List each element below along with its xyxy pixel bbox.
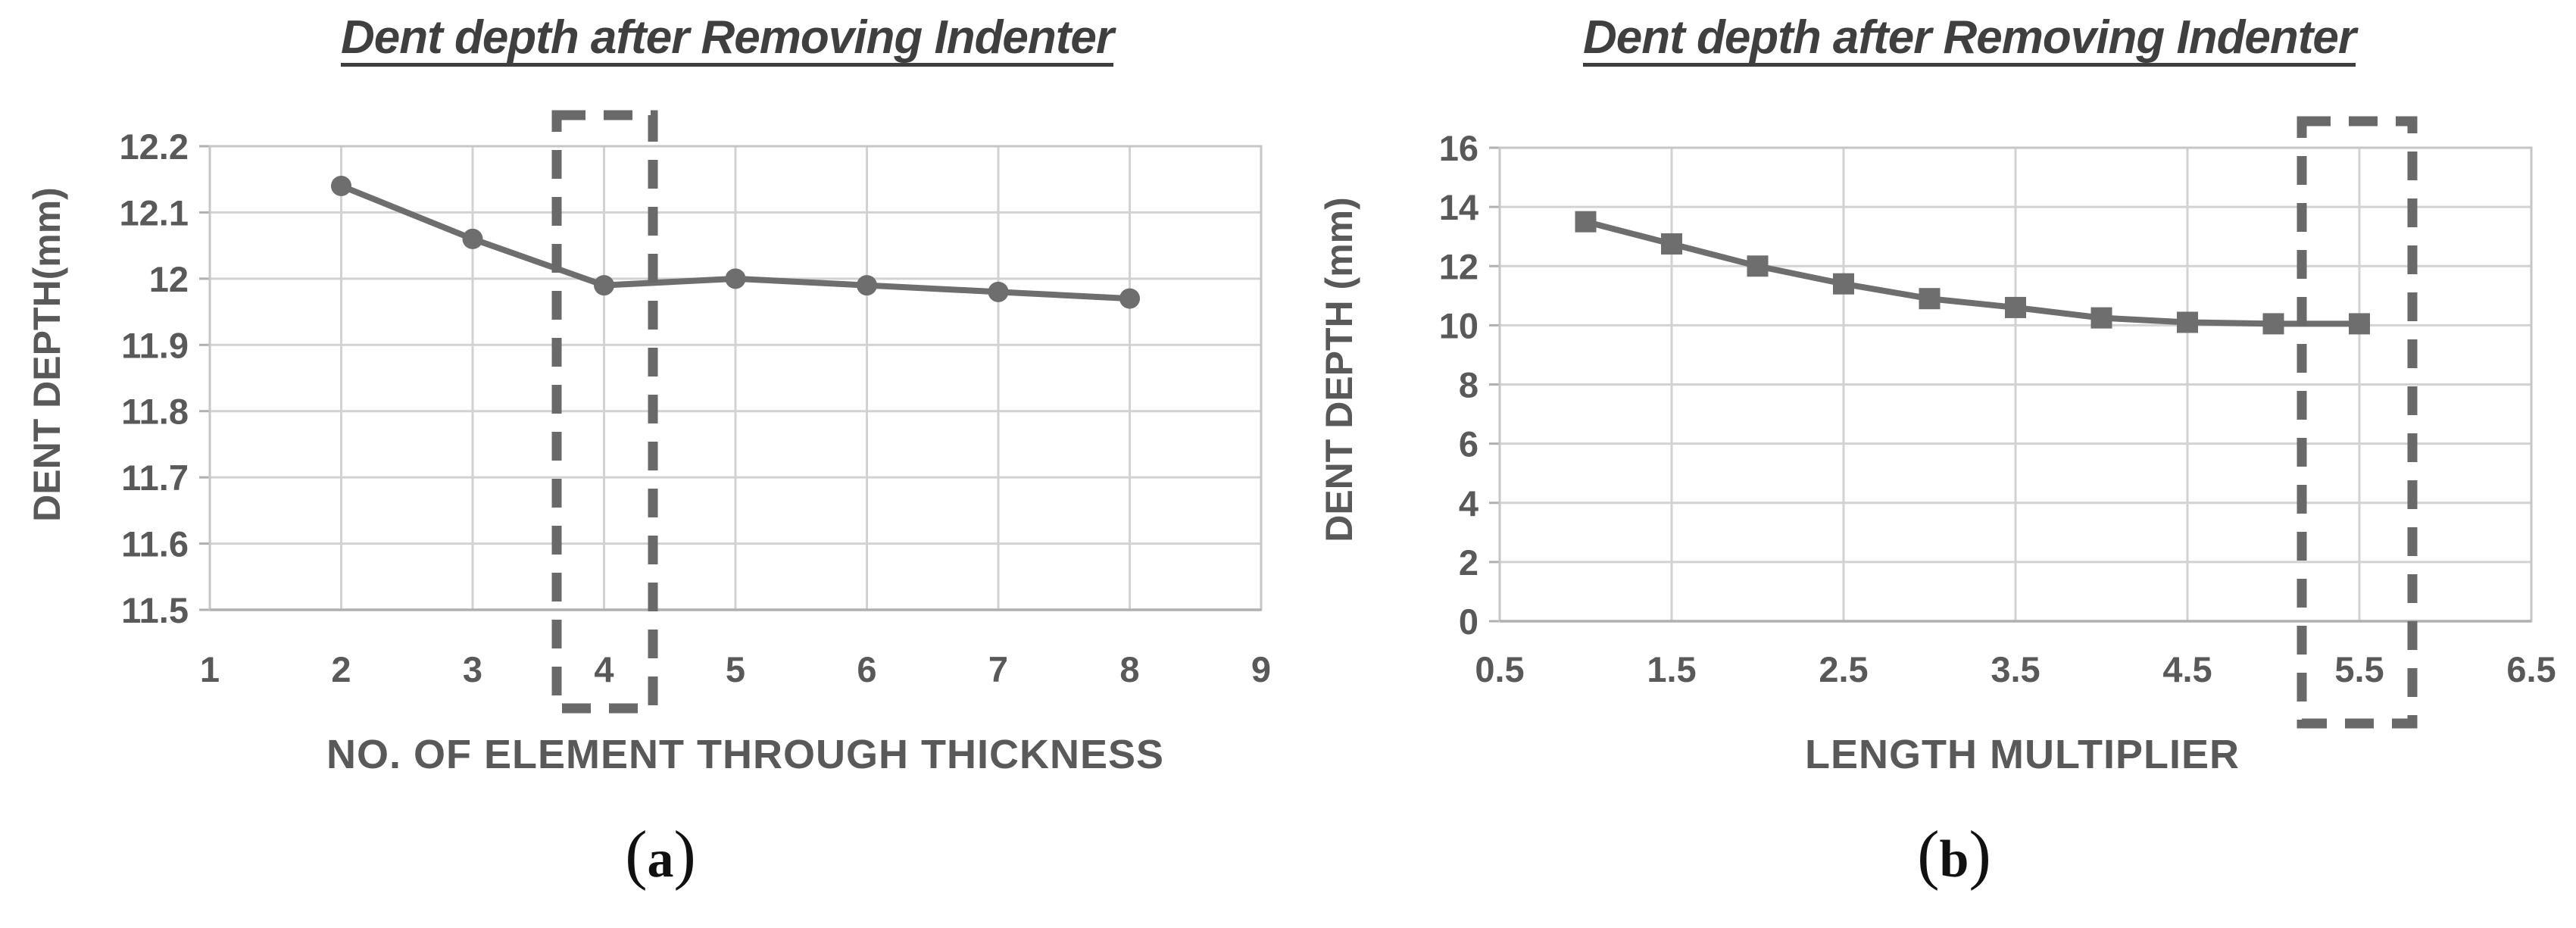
chart-b-title: Dent depth after Removing Indenter xyxy=(1582,11,2356,64)
y-tick-label: 12 xyxy=(1439,246,1478,286)
y-tick-label: 11.8 xyxy=(121,392,189,432)
x-tick-label: 0.5 xyxy=(1475,649,1524,689)
caption-a-open-paren: ( xyxy=(625,818,648,892)
data-point-marker xyxy=(2005,296,2026,318)
x-tick-label: 4.5 xyxy=(2162,649,2212,689)
y-tick-label: 16 xyxy=(1439,128,1478,168)
y-tick-label: 0 xyxy=(1459,601,1478,642)
x-tick-label: 5 xyxy=(726,649,745,689)
chart-a-y-axis-title: DENT DEPTH(mm) xyxy=(26,187,68,522)
x-tick-label: 3.5 xyxy=(1991,649,2040,689)
x-tick-label: 3 xyxy=(463,649,482,689)
y-tick-label: 11.7 xyxy=(121,458,189,498)
caption-a-letter: a xyxy=(647,830,674,889)
chart-a-x-axis-title: NO. OF ELEMENT THROUGH THICKNESS xyxy=(326,732,1165,777)
x-tick-label: 4 xyxy=(594,649,614,689)
x-tick-label: 2.5 xyxy=(1819,649,1868,689)
series-line xyxy=(1582,218,2362,327)
x-tick-label: 1.5 xyxy=(1647,649,1696,689)
x-tick-label: 5.5 xyxy=(2334,649,2384,689)
x-tick-label: 9 xyxy=(1251,649,1271,689)
data-point-marker xyxy=(1661,233,1682,255)
data-point-marker xyxy=(594,275,614,296)
y-tick-label: 6 xyxy=(1459,424,1478,464)
x-tick-label: 7 xyxy=(988,649,1008,689)
chart-b-y-axis-title: DENT DEPTH (mm) xyxy=(1318,197,1360,542)
caption-b-open-paren: ( xyxy=(1917,818,1940,892)
x-tick-label: 1 xyxy=(200,649,220,689)
data-point-marker xyxy=(462,228,483,249)
highlight-dashed-box xyxy=(551,110,658,714)
data-point-marker xyxy=(857,275,877,296)
data-point-marker xyxy=(988,281,1009,302)
y-tick-label: 12.2 xyxy=(120,127,189,167)
highlight-dashed-box xyxy=(2297,116,2418,729)
y-tick-label: 10 xyxy=(1439,305,1478,345)
y-tick-label: 4 xyxy=(1459,483,1478,523)
data-point-marker xyxy=(1119,288,1140,309)
data-point-marker xyxy=(1919,288,1941,310)
data-point-marker xyxy=(1747,255,1769,277)
caption-a-close-paren: ) xyxy=(673,818,696,892)
y-tick-label: 8 xyxy=(1459,365,1478,405)
y-tick-label: 11.5 xyxy=(121,590,189,630)
y-tick-label: 11.6 xyxy=(121,524,189,564)
y-tick-label: 12 xyxy=(149,259,189,299)
data-point-marker xyxy=(1575,211,1597,233)
y-tick-label: 11.9 xyxy=(121,325,189,365)
y-tick-label: 14 xyxy=(1439,187,1478,227)
x-tick-label: 6 xyxy=(857,649,876,689)
x-tick-label: 8 xyxy=(1119,649,1139,689)
chart-a-title: Dent depth after Removing Indenter xyxy=(340,11,1114,64)
data-point-marker xyxy=(331,175,351,196)
chart-b-x-axis-title: LENGTH MULTIPLIER xyxy=(1805,732,2240,777)
caption-b: (b) xyxy=(1917,817,1991,893)
x-tick-label: 2 xyxy=(331,649,351,689)
data-point-marker xyxy=(2177,311,2198,333)
caption-b-close-paren: ) xyxy=(1969,818,1991,892)
caption-a: (a) xyxy=(625,817,696,893)
data-point-marker xyxy=(1833,273,1854,295)
data-point-marker xyxy=(2262,313,2284,335)
data-point-marker xyxy=(2090,307,2112,329)
x-tick-label: 6.5 xyxy=(2506,649,2556,689)
y-tick-label: 2 xyxy=(1459,542,1478,583)
caption-b-letter: b xyxy=(1939,830,1969,889)
data-point-marker xyxy=(725,268,746,289)
y-tick-label: 12.1 xyxy=(120,192,189,233)
data-point-marker xyxy=(2349,313,2370,335)
